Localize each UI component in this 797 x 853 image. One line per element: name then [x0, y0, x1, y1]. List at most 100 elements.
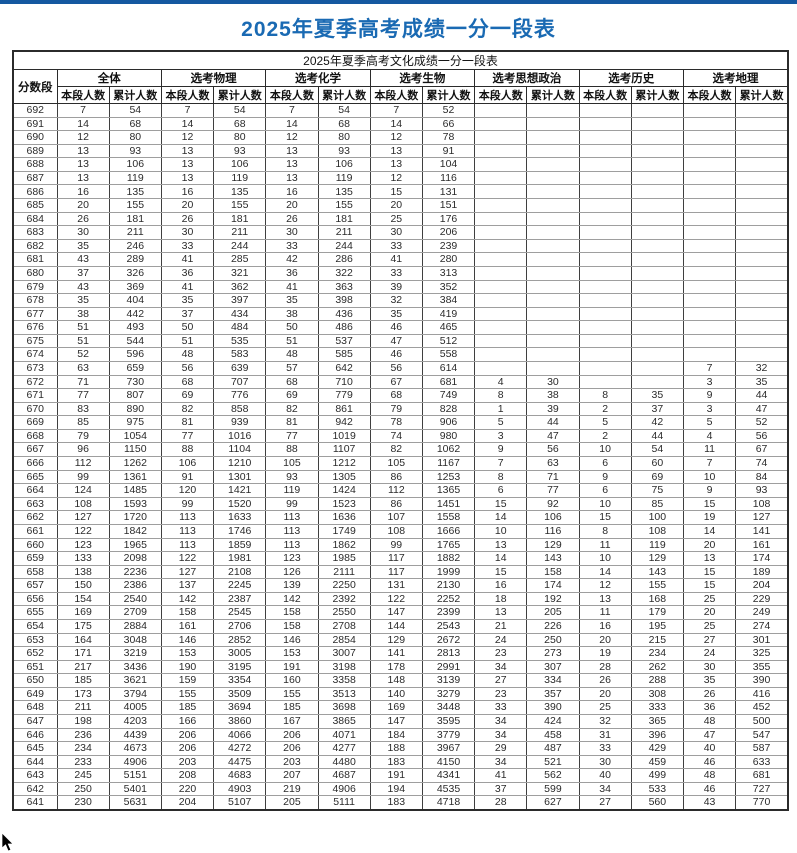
sub-header-4-1: 累计人数	[526, 86, 580, 104]
count-cell	[735, 333, 789, 349]
count-cell	[735, 320, 789, 335]
count-cell: 54	[317, 103, 371, 118]
count-cell: 26	[56, 211, 110, 227]
count-cell: 54	[213, 103, 267, 118]
count-cell: 250	[526, 632, 580, 648]
score-band-cell: 653	[12, 632, 58, 648]
table-row: 665 99 1361 91 1301 93 1305 86 1253 8 71 9 69 10 84	[12, 469, 789, 485]
score-band-cell: 641	[12, 795, 58, 811]
sub-header-5-1: 累计人数	[630, 86, 684, 104]
table-row: 677 38 442 37 434 38 436 35 419	[12, 306, 789, 322]
count-cell: 13	[474, 537, 528, 553]
score-band-cell: 661	[12, 523, 58, 539]
count-cell: 63	[526, 456, 580, 471]
count-cell: 14	[682, 523, 737, 539]
count-cell: 117	[369, 564, 423, 580]
count-cell: 1365	[421, 483, 476, 498]
count-cell: 1999	[421, 564, 476, 580]
count-cell: 54	[108, 103, 162, 118]
count-cell: 13	[578, 591, 632, 607]
count-cell: 84	[735, 469, 789, 485]
count-cell	[526, 143, 580, 159]
count-cell	[474, 130, 528, 145]
score-band-cell: 658	[12, 564, 58, 580]
count-cell: 13	[160, 157, 215, 172]
count-cell: 12	[265, 130, 319, 145]
count-cell	[682, 116, 737, 132]
count-cell: 2108	[213, 564, 267, 580]
score-band-cell: 655	[12, 605, 58, 620]
count-cell: 1558	[421, 510, 476, 525]
count-cell: 14	[578, 564, 632, 580]
count-cell: 96	[56, 442, 110, 458]
count-cell: 171	[56, 646, 110, 661]
count-cell: 3860	[213, 714, 267, 729]
count-cell: 1720	[108, 510, 162, 525]
count-cell	[526, 320, 580, 335]
count-cell	[630, 211, 684, 227]
count-cell: 81	[265, 415, 319, 430]
count-cell: 262	[630, 659, 684, 675]
table-row: 684 26 181 26 181 26 181 25 176	[12, 211, 789, 227]
score-band-cell: 668	[12, 428, 58, 444]
count-cell: 2250	[317, 578, 371, 593]
count-cell: 69	[265, 388, 319, 403]
count-cell	[526, 198, 580, 213]
count-cell: 41	[160, 252, 215, 267]
count-cell	[630, 333, 684, 349]
count-cell: 4906	[317, 781, 371, 797]
count-cell: 211	[213, 225, 267, 240]
count-cell: 131	[421, 184, 476, 200]
count-cell: 220	[160, 781, 215, 797]
score-band-cell: 688	[12, 157, 58, 172]
count-cell: 51	[56, 333, 110, 349]
count-cell: 274	[735, 618, 789, 634]
count-cell: 1749	[317, 523, 371, 539]
count-cell: 547	[735, 727, 789, 743]
count-cell: 599	[526, 781, 580, 797]
count-cell: 334	[526, 673, 580, 688]
count-cell: 2813	[421, 646, 476, 661]
count-cell: 181	[317, 211, 371, 227]
count-cell: 146	[160, 632, 215, 648]
count-cell: 614	[421, 360, 476, 376]
table-row: 671 77 807 69 776 69 779 68 749 8 38 8 35 9 44	[12, 388, 789, 403]
count-cell: 68	[160, 374, 215, 390]
table-row: 642 250 5401 220 4903 219 4906 194 4535 37 599 34 53…	[12, 781, 789, 797]
count-cell: 203	[265, 754, 319, 770]
count-cell: 113	[160, 523, 215, 539]
count-cell: 124	[56, 483, 110, 498]
count-cell: 174	[735, 551, 789, 566]
table-row: 672 71 730 68 707 68 710 67 681 4 30 3 35	[12, 374, 789, 390]
count-cell: 47	[369, 333, 423, 349]
count-cell: 1305	[317, 469, 371, 485]
count-cell: 13	[56, 157, 110, 172]
count-cell: 47	[526, 428, 580, 444]
count-cell: 60	[630, 456, 684, 471]
score-band-cell: 656	[12, 591, 58, 607]
count-cell	[474, 116, 528, 132]
count-cell: 3195	[213, 659, 267, 675]
count-cell: 154	[56, 591, 110, 607]
count-cell: 155	[213, 198, 267, 213]
count-cell: 3595	[421, 714, 476, 729]
count-cell	[578, 320, 632, 335]
group-header-2: 选考化学	[265, 69, 371, 87]
subtitle-row: 2025年夏季高考文化成绩一分一段表	[12, 50, 789, 70]
count-cell: 41	[265, 279, 319, 295]
count-cell: 681	[735, 768, 789, 783]
count-cell: 20	[578, 632, 632, 648]
count-cell	[735, 265, 789, 281]
count-cell: 1104	[213, 442, 267, 458]
count-cell	[630, 198, 684, 213]
count-cell: 416	[735, 686, 789, 702]
table-row: 641 230 5631 204 5107 205 5111 183 4718 28 627 27 56…	[12, 795, 789, 811]
count-cell: 68	[265, 374, 319, 390]
count-cell: 285	[213, 252, 267, 267]
count-cell: 133	[56, 551, 110, 566]
count-cell: 57	[265, 360, 319, 376]
count-cell: 77	[265, 428, 319, 444]
count-cell: 3448	[421, 700, 476, 716]
count-cell	[630, 347, 684, 362]
count-cell	[682, 211, 737, 227]
